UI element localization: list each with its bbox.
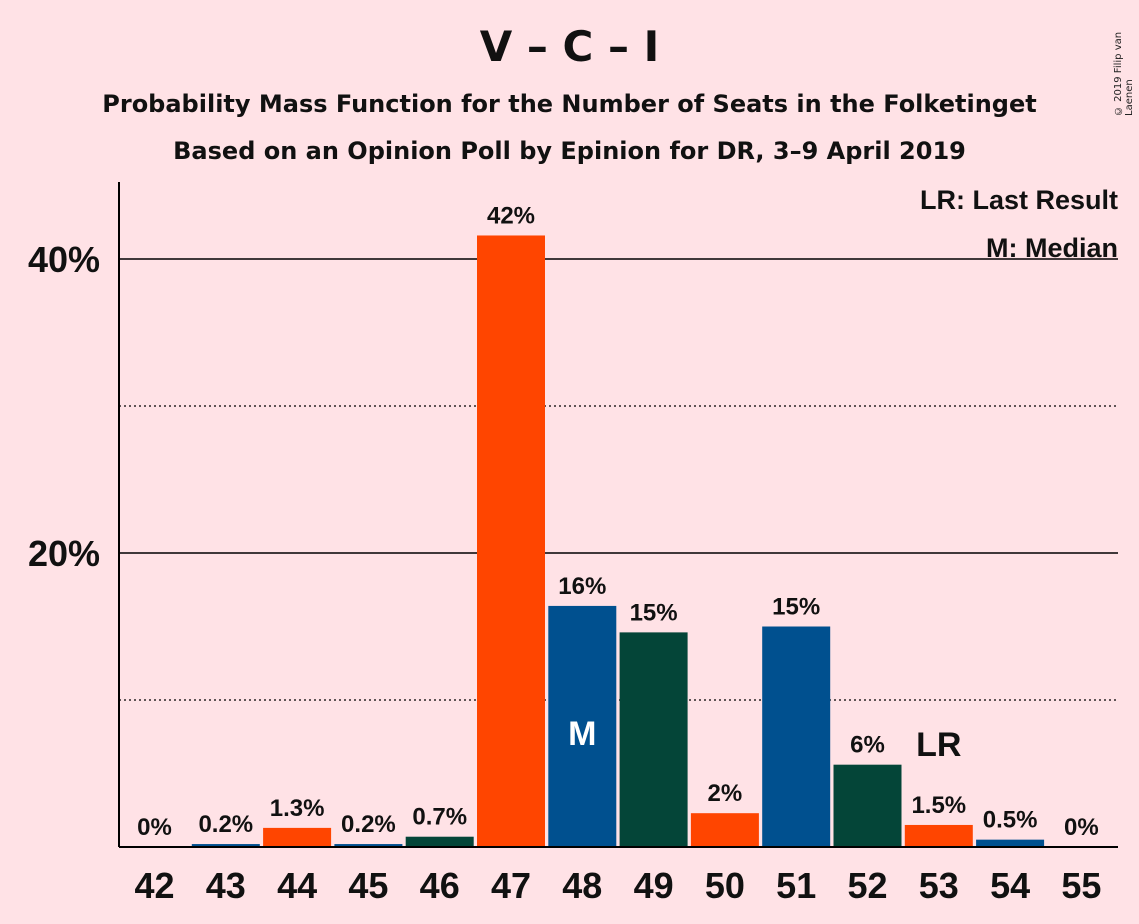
x-tick-label: 55: [1061, 865, 1101, 906]
bar-51: [762, 626, 831, 847]
bar-44: [263, 827, 332, 847]
x-tick-label: 45: [348, 865, 388, 906]
value-label: 15%: [772, 594, 820, 621]
last-result-marker: LR: [916, 726, 961, 764]
value-label: 16%: [558, 573, 606, 600]
legend: LR: Last Result M: Median: [920, 185, 1118, 263]
bar-46: [405, 836, 474, 847]
value-label: 1.5%: [911, 792, 966, 819]
x-tick-label: 44: [277, 865, 317, 906]
bar-54: [976, 839, 1045, 847]
bar-50: [690, 813, 759, 847]
value-label: 0.2%: [198, 811, 253, 838]
y-tick-label: 40%: [28, 239, 100, 280]
legend-entry: LR: Last Result: [920, 185, 1118, 215]
median-marker: M: [568, 715, 596, 753]
value-label: 42%: [487, 202, 535, 229]
x-tick-label: 50: [705, 865, 745, 906]
chart-title: V – C – I: [479, 22, 660, 71]
chart-subtitle-poll: Based on an Opinion Poll by Epinion for …: [173, 137, 966, 165]
x-tick-label: 52: [847, 865, 887, 906]
value-label: 6%: [850, 732, 885, 759]
bars: [191, 235, 1045, 848]
y-tick-label: 20%: [28, 533, 100, 574]
bar-52: [833, 764, 902, 847]
value-label: 0%: [1064, 814, 1099, 841]
bar-43: [191, 844, 260, 847]
value-label: 15%: [630, 599, 678, 626]
value-label: 0.2%: [341, 811, 396, 838]
bar-48: [548, 605, 617, 847]
x-tick-label: 53: [919, 865, 959, 906]
axes: 20% 40% 42 43 44 45 46 47 48 49 50 51 52 53 54 55: [28, 182, 1118, 906]
x-tick-label: 46: [420, 865, 460, 906]
bar-45: [334, 844, 403, 847]
x-tick-label: 42: [134, 865, 174, 906]
legend-entry: M: Median: [986, 233, 1118, 263]
value-label: 0.7%: [412, 804, 467, 831]
bar-47: [477, 235, 545, 848]
value-label: 0%: [137, 814, 172, 841]
x-tick-label: 48: [562, 865, 602, 906]
value-label: 2%: [708, 780, 743, 807]
x-tick-label: 51: [776, 865, 816, 906]
value-labels: 0% 0.2% 1.3% 0.2% 0.7% 42% 16% 15% 2% 15% 6% 1.5% 0.…: [137, 202, 1099, 841]
x-tick-label: 43: [206, 865, 246, 906]
x-tick-label: 54: [990, 865, 1030, 906]
bar-49: [619, 632, 688, 847]
gridlines: [119, 258, 1118, 701]
x-tick-label: 47: [491, 865, 531, 906]
chart-subtitle: Probability Mass Function for the Number…: [102, 90, 1037, 118]
value-label: 0.5%: [983, 807, 1038, 834]
x-tick-label: 49: [634, 865, 674, 906]
bar-53: [904, 824, 973, 847]
value-label: 1.3%: [270, 795, 325, 822]
